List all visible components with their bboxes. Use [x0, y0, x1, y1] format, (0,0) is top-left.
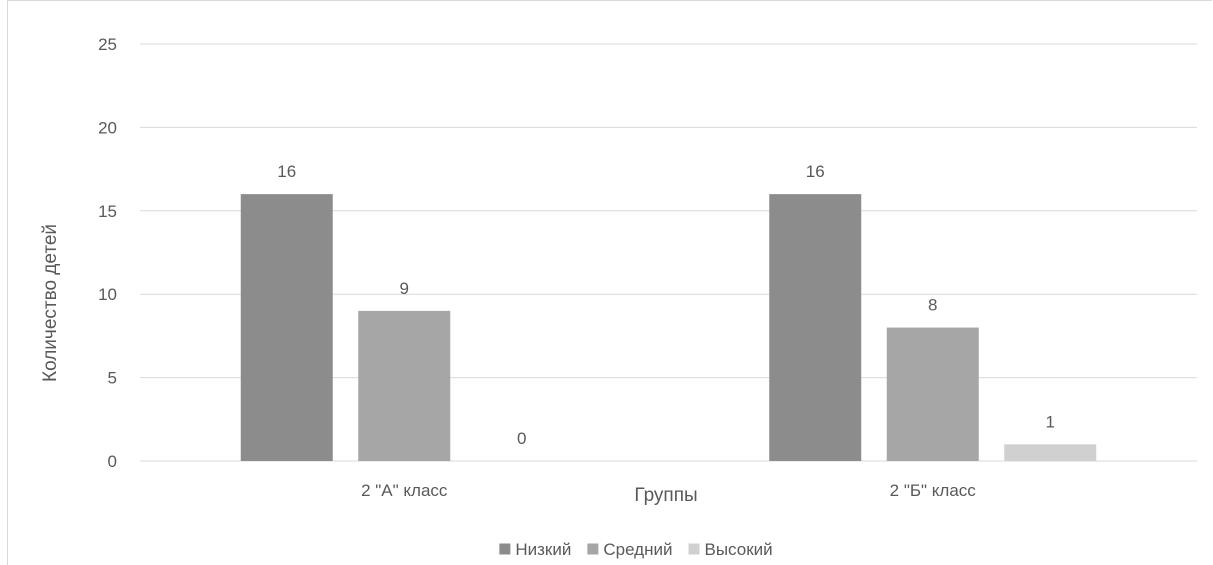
data-label: 16 — [277, 162, 296, 181]
legend-swatch — [499, 543, 511, 555]
y-tick-label: 15 — [98, 202, 117, 221]
y-axis-ticks: 0 5 10 15 20 25 — [98, 35, 117, 471]
data-label: 16 — [806, 162, 825, 181]
legend-swatch — [688, 543, 700, 555]
bar — [1004, 444, 1097, 461]
chart-frame — [7, 0, 1212, 565]
bar — [358, 310, 451, 461]
legend-swatch — [587, 543, 599, 555]
legend-label: Низкий — [515, 540, 571, 559]
data-label: 9 — [400, 279, 409, 298]
data-label: 8 — [928, 296, 937, 315]
legend-label: Высокий — [704, 540, 772, 559]
category-label: 2 "Б" класс — [890, 481, 977, 500]
y-tick-label: 5 — [108, 369, 117, 388]
bar — [240, 194, 333, 461]
category-label: 2 "А" класс — [361, 481, 448, 500]
bar — [886, 327, 979, 461]
legend-item: Средний — [587, 540, 672, 559]
legend-item: Низкий — [499, 540, 571, 559]
x-axis-categories: 2 "А" класс 2 "Б" класс — [361, 481, 976, 500]
y-tick-label: 0 — [108, 452, 117, 471]
bar — [769, 194, 862, 461]
y-axis-title: Количество детей — [40, 224, 61, 382]
gridlines — [140, 43, 1197, 462]
legend: Низкий Средний Высокий — [499, 540, 773, 559]
legend-item: Высокий — [688, 540, 773, 559]
y-tick-label: 20 — [98, 118, 117, 137]
legend-label: Средний — [603, 540, 672, 559]
data-label: 1 — [1046, 412, 1055, 431]
y-tick-label: 10 — [98, 285, 117, 304]
data-label: 0 — [517, 429, 526, 448]
bars — [240, 194, 1097, 461]
y-tick-label: 25 — [98, 35, 117, 54]
x-axis-title: Группы — [634, 485, 697, 506]
data-labels: 16 9 0 16 8 1 — [277, 162, 1055, 448]
